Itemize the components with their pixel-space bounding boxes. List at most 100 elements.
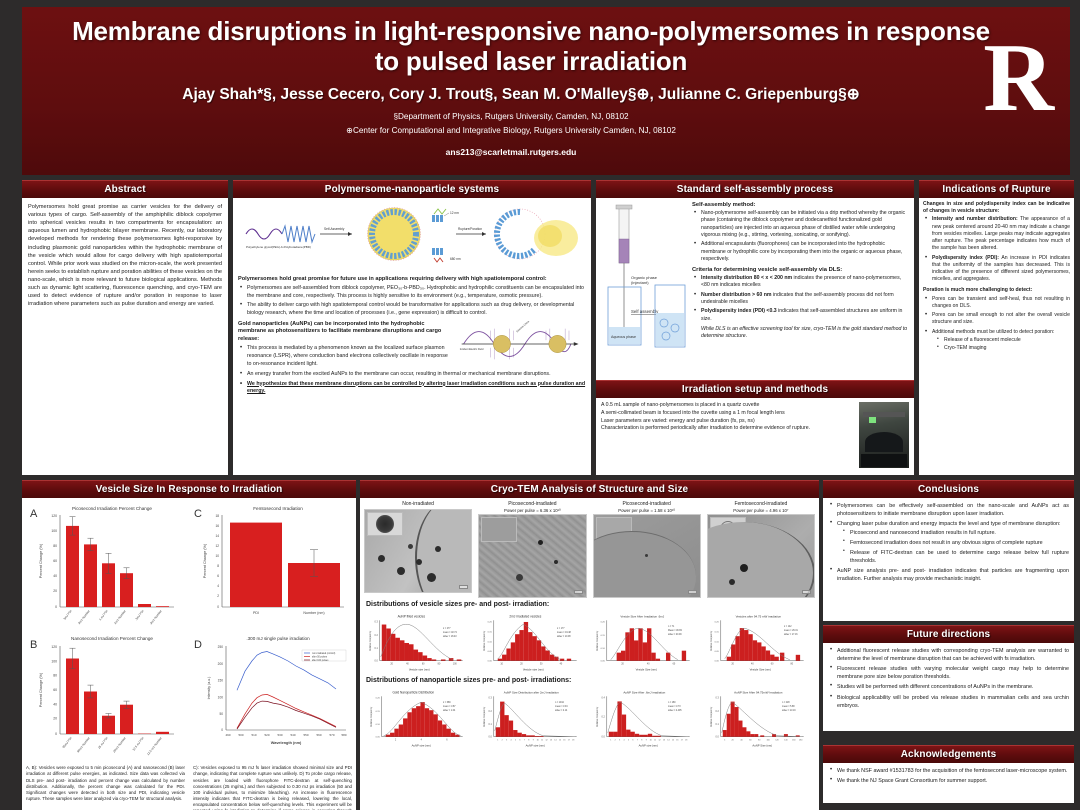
svg-text:60: 60 — [53, 688, 57, 692]
svg-text:.3mJ PDI: .3mJ PDI — [134, 609, 145, 621]
criteria-rest: indicates that the self-assembly process… — [701, 291, 894, 306]
list-item: Pores can be small enough to not alter t… — [923, 311, 1070, 326]
svg-text:AuNP Size After 94.75mW Irradi: AuNP Size After 94.75mW Irradiation — [734, 691, 783, 695]
rupture-lead: Changes in size and polydispersity index… — [923, 201, 1070, 215]
caption-left: A, B): Vesicles were exposed to 5 min pi… — [26, 765, 185, 801]
svg-text:80: 80 — [790, 663, 793, 666]
dls-note: While DLS is an effective screening tool… — [701, 325, 908, 340]
svg-text:0.0: 0.0 — [602, 736, 606, 739]
list-item: Intensity and number distribution: The a… — [923, 215, 1070, 252]
chart-a-title: Picosecond Irradiation Percent Change — [72, 506, 152, 511]
svg-text:200: 200 — [218, 662, 224, 666]
svg-text:mean = 32.74: mean = 32.74 — [443, 632, 458, 634]
svg-text:120: 120 — [51, 514, 57, 518]
svg-text:AuNP Size (nm): AuNP Size (nm) — [752, 744, 772, 748]
svg-text:after 100 pulses: after 100 pulses — [312, 659, 329, 662]
svg-text:stdev = 4.405: stdev = 4.405 — [668, 709, 682, 712]
tem-scalebar — [573, 590, 583, 595]
svg-text:n = 177: n = 177 — [556, 628, 564, 630]
svg-text:0.20: 0.20 — [601, 621, 606, 623]
list-item: Polymersomes can be effectively self-ass… — [828, 501, 1069, 518]
np-histogram-row: Gold Nanoparticle Distribution 0.20 0.15 0… — [364, 687, 815, 749]
svg-text:100: 100 — [51, 529, 57, 533]
svg-text:non-irradiated (control): non-irradiated (control) — [312, 652, 335, 655]
panel-rupture: Indications of Rupture Changes in size a… — [919, 180, 1074, 475]
chart-d-axes: 250 200 150 100 50 0 Intensity (a.u.) 49… — [207, 645, 347, 745]
vesicle-size-body: A Picosecond Irradiation Percent Change … — [22, 498, 356, 810]
criteria-bold: Number distribution > 60 nm — [701, 291, 772, 298]
svg-text:100: 100 — [218, 696, 224, 700]
svg-text:3mJ Number: 3mJ Number — [77, 609, 91, 625]
svg-text:95mJ Number: 95mJ Number — [76, 736, 91, 753]
list-item: Number distribution > 60 nm indicates th… — [692, 291, 910, 307]
hist-np-1: Gold Nanoparticle Distribution 0.20 0.15 0… — [370, 691, 463, 748]
svg-text:12.5 mJ PDI: 12.5 mJ PDI — [131, 736, 144, 752]
svg-text:20: 20 — [53, 589, 57, 593]
svg-text:5: 5 — [628, 740, 629, 742]
cryo-tem-title: Cryo-TEM Analysis of Structure and Size — [360, 480, 819, 498]
svg-text:Gold Nanoparticle Distribution: Gold Nanoparticle Distribution — [392, 691, 434, 695]
svg-text:490: 490 — [225, 733, 230, 737]
svg-text:stdev = 17.16: stdev = 17.16 — [783, 633, 797, 636]
svg-text:3mJ PDI: 3mJ PDI — [63, 609, 73, 621]
svg-text:5: 5 — [724, 740, 726, 742]
tem-image-fs — [706, 514, 815, 599]
svg-text:2mJ irradiated vesicles: 2mJ irradiated vesicles — [509, 615, 541, 619]
list-item: Studies will be performed with different… — [828, 682, 1069, 691]
rupture-body: Changes in size and polydispersity index… — [919, 198, 1074, 475]
list-item: Biological applicability will be probed … — [828, 693, 1069, 710]
svg-text:mean = 3.34: mean = 3.34 — [554, 707, 567, 709]
svg-text:0.20: 0.20 — [714, 621, 719, 623]
svg-text:6: 6 — [519, 740, 520, 742]
chart-a-ylabel: Percent Change (%) — [39, 543, 43, 578]
svg-text:80: 80 — [758, 740, 761, 742]
tem-caption-3: Femtosecond-irradiated Power per pulse =… — [707, 501, 815, 513]
svg-text:0.10: 0.10 — [376, 725, 381, 727]
svg-text:0.2: 0.2 — [602, 716, 606, 719]
svg-text:80: 80 — [438, 663, 441, 666]
chart-d-series-red — [236, 694, 337, 729]
svg-text:500: 500 — [238, 733, 243, 737]
chart-c-title: Femtosecond Irradiation — [253, 506, 303, 511]
aunp-bullets-rest: An energy transfer from the excited AuNP… — [238, 370, 586, 396]
svg-text:0.0: 0.0 — [715, 736, 719, 739]
svg-text:14: 14 — [667, 740, 669, 742]
irradiation-line: Laser parameters are varied: energy and … — [601, 417, 755, 424]
page-title: Membrane disruptions in light-responsive… — [72, 16, 990, 76]
criteria-bold: Intensity distribution 80 < x < 200 nm — [701, 275, 793, 282]
selfassembly-title: Standard self-assembly process — [596, 180, 914, 198]
svg-text:550: 550 — [303, 733, 308, 737]
charts-a-c: A Picosecond Irradiation Percent Change … — [30, 506, 344, 626]
lspr-schematic: Incident Electric Field Electron Cloud — [460, 319, 579, 359]
svg-text:9: 9 — [646, 740, 647, 742]
svg-text:0: 0 — [221, 728, 223, 732]
chart-c-bars — [230, 522, 340, 607]
svg-text:40: 40 — [647, 663, 650, 666]
svg-text:180: 180 — [799, 740, 803, 742]
poration-subbullets: Release of a fluorescent molecule Cryo-T… — [936, 336, 1070, 353]
svg-text:n = 228: n = 228 — [781, 703, 789, 705]
list-item: Additional methods must be utilized to d… — [923, 327, 1070, 353]
svg-text:stdev = 13.19: stdev = 13.19 — [781, 709, 795, 712]
acknowledgements-body: We thank NSF award #1531783 for the acqu… — [823, 763, 1074, 803]
svg-text:2: 2 — [217, 594, 219, 598]
svg-text:0.05: 0.05 — [376, 737, 381, 739]
bullet-text: Changing laser pulse duration and energy… — [837, 521, 1061, 528]
svg-text:25 mJ PDI: 25 mJ PDI — [97, 736, 109, 750]
svg-text:n = 1044: n = 1044 — [554, 703, 564, 705]
svg-text:120: 120 — [775, 740, 779, 742]
panel-polymersome-systems: Polymersome-nanoparticle systems Polyeth… — [233, 180, 591, 475]
svg-text:40: 40 — [406, 663, 409, 666]
bullet-bold: Intensity and number distribution: — [932, 216, 1018, 223]
aunp-lead: Gold nanoparticles (AuNPs) can be incorp… — [238, 320, 442, 343]
rupture-bullets: Intensity and number distribution: The a… — [923, 215, 1070, 283]
author-list: Ajay Shah*§, Jesse Cecero, Cory J. Trout… — [182, 86, 860, 104]
abstract-title: Abstract — [22, 180, 228, 198]
svg-text:25mJ Number: 25mJ Number — [112, 736, 127, 753]
svg-text:14: 14 — [215, 534, 219, 538]
svg-text:530: 530 — [277, 733, 282, 737]
svg-text:Vesicle size (nm): Vesicle size (nm) — [522, 668, 543, 672]
chart-d-series-blue — [236, 651, 337, 691]
chart-b-ylabel: Percent Change (%) — [39, 672, 43, 707]
svg-text:6: 6 — [632, 740, 633, 742]
